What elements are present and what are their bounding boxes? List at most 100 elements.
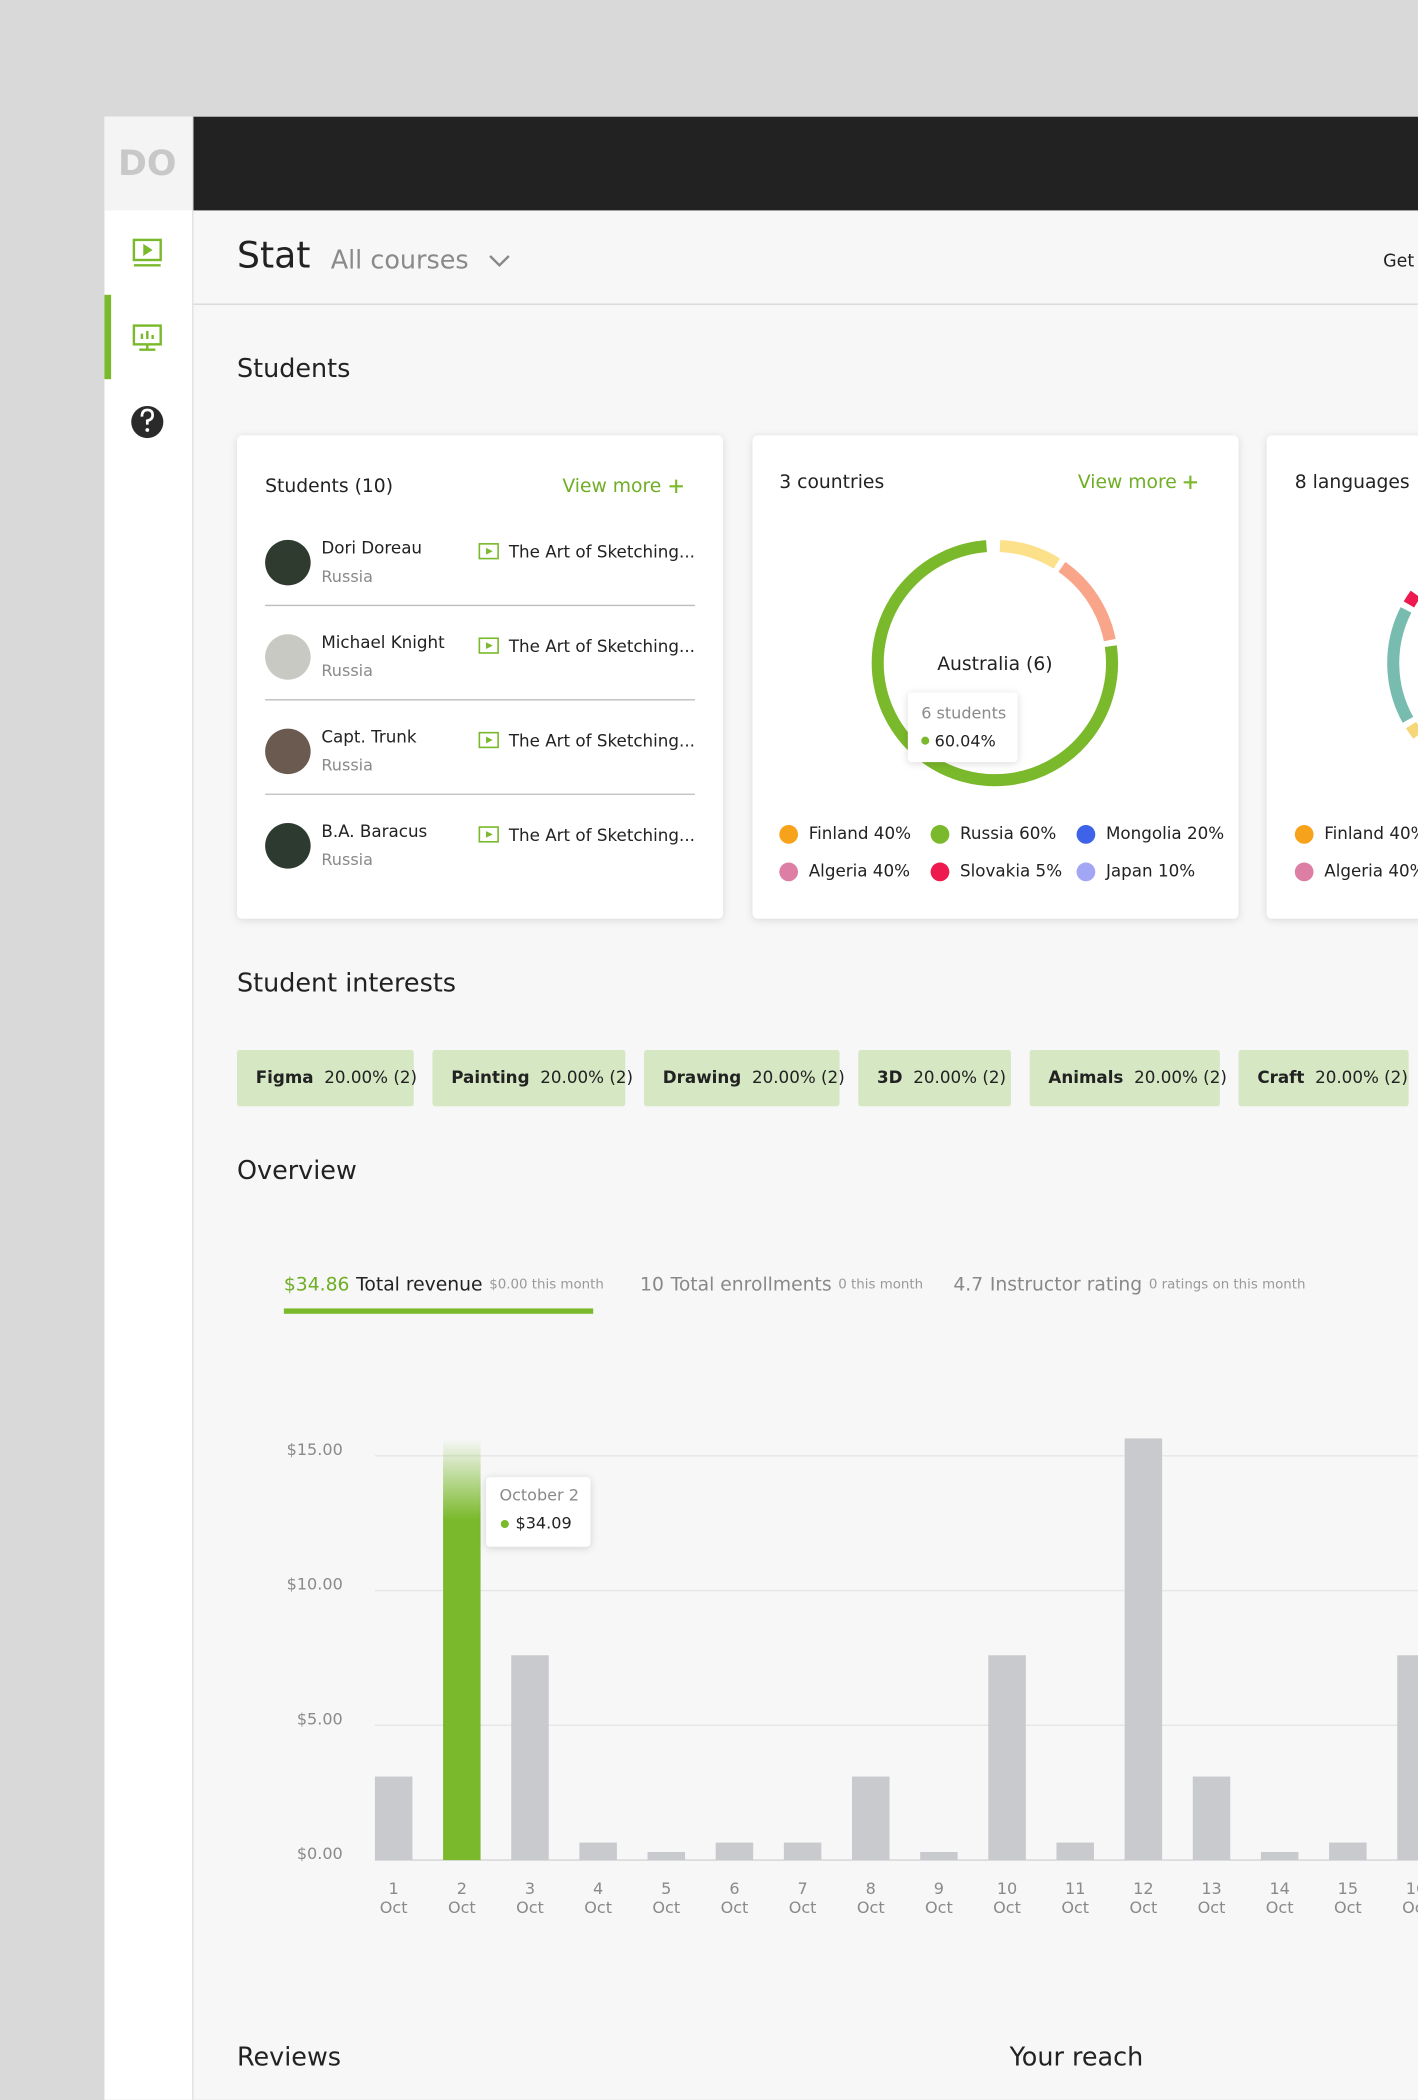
tab-note: 0 this month <box>838 1277 923 1292</box>
bar <box>852 1776 890 1861</box>
legend-dot <box>1294 862 1314 882</box>
legend-dot <box>779 862 799 882</box>
bar <box>374 1776 413 1861</box>
legend-label: Finland 40% <box>1324 823 1418 843</box>
card-title: 3 countries <box>779 472 884 493</box>
x-tick-day: 11 <box>1065 1879 1085 1898</box>
chip-name: Drawing <box>663 1067 741 1087</box>
nav-help[interactable] <box>131 405 164 439</box>
tooltip-label: 6 students <box>921 703 1006 722</box>
x-tick-month: Oct <box>584 1898 612 1917</box>
nav-courses[interactable] <box>132 238 162 267</box>
chart-tooltip <box>486 1477 591 1547</box>
x-tick-month: Oct <box>857 1898 885 1917</box>
legend-label: Slovakia 5% <box>960 860 1062 880</box>
page-title: Stat <box>237 233 310 276</box>
chip-stat: 20.00% (2) <box>913 1067 1006 1087</box>
bar <box>715 1842 754 1861</box>
overview-tab[interactable]: 10 Total enrollments 0 this month <box>640 1274 923 1295</box>
bar <box>783 1842 822 1861</box>
student-country: Russia <box>321 661 373 680</box>
legend-dot <box>930 825 950 844</box>
x-tick-day: 4 <box>593 1879 603 1898</box>
x-tick-day: 1 <box>389 1879 399 1898</box>
x-tick-month: Oct <box>1334 1898 1362 1917</box>
chip-name: Figma <box>256 1067 314 1087</box>
interest-chip[interactable] <box>644 1050 840 1107</box>
tooltip-dot <box>500 1519 509 1529</box>
chip-text: Painting 20.00% (2) <box>451 1067 633 1087</box>
header-action[interactable]: Get <box>1383 251 1414 271</box>
logo: DO <box>118 144 176 184</box>
x-tick-month: Oct <box>721 1898 749 1917</box>
donut-fragment <box>1405 721 1418 739</box>
tab-value: 10 <box>640 1274 664 1295</box>
tooltip-title: October 2 <box>499 1485 579 1504</box>
chip-name: Craft <box>1257 1067 1304 1087</box>
view-more[interactable]: View more <box>562 476 661 497</box>
x-tick-day: 2 <box>457 1879 467 1898</box>
donut-segment <box>1058 561 1116 642</box>
plus-icon[interactable] <box>1183 475 1198 489</box>
overview-tab[interactable]: $34.86 Total revenue $0.00 this month <box>284 1274 604 1295</box>
course-icon <box>478 826 499 843</box>
countries-card <box>752 435 1239 919</box>
interest-chip[interactable] <box>432 1050 626 1107</box>
bar <box>1056 1842 1094 1861</box>
course-title: The Art of Sketching... <box>508 731 695 751</box>
plus-icon[interactable] <box>669 479 683 493</box>
tab-label: Total enrollments <box>670 1274 832 1295</box>
student-country: Russia <box>321 567 373 586</box>
bar <box>1329 1842 1367 1861</box>
student-country: Russia <box>321 756 373 775</box>
x-tick-day: 12 <box>1133 1879 1153 1898</box>
x-tick-day: 3 <box>525 1879 535 1898</box>
course-icon <box>478 543 499 560</box>
interest-chip[interactable] <box>237 1050 414 1107</box>
tooltip-value: $34.09 <box>516 1514 572 1533</box>
chip-name: Painting <box>451 1067 529 1087</box>
interest-chip[interactable] <box>1238 1050 1409 1107</box>
section-title: Your reach <box>1009 2041 1144 2071</box>
legend-label: Algeria 40% <box>809 860 910 880</box>
section-title: Reviews <box>237 2041 341 2071</box>
donut-segment <box>999 539 1060 569</box>
y-tick-label: $5.00 <box>297 1709 343 1728</box>
donut-fragment <box>1387 607 1414 723</box>
cards: Students (10) View more 3 countries View… <box>237 435 1418 919</box>
interest-chip[interactable] <box>1029 1050 1220 1107</box>
chip-text: Animals 20.00% (2) <box>1048 1067 1226 1087</box>
interest-chip[interactable] <box>858 1050 1011 1107</box>
avatar <box>265 728 311 775</box>
view-more[interactable]: View more <box>1078 472 1177 493</box>
course-icon <box>478 731 499 749</box>
bar <box>443 1438 481 1861</box>
card-title: Students (10) <box>265 476 393 497</box>
student-name: B.A. Baracus <box>321 821 427 841</box>
filter-chevron[interactable] <box>489 255 510 268</box>
course-icon-play <box>486 736 493 744</box>
x-tick-month: Oct <box>1129 1898 1157 1917</box>
legend-dot <box>779 825 799 844</box>
section-title: Students <box>237 353 350 383</box>
tab-label: Total revenue <box>355 1274 482 1295</box>
bar <box>1397 1655 1418 1861</box>
overview-tab[interactable]: 4.7 Instructor rating 0 ratings on this mo… <box>953 1274 1305 1295</box>
chip-text: Figma 20.00% (2) <box>256 1067 417 1087</box>
logo-box <box>104 116 193 211</box>
tab-note: 0 ratings on this month <box>1149 1277 1306 1292</box>
tooltip-dot <box>921 736 930 745</box>
course-icon-play <box>486 642 493 649</box>
course-title: The Art of Sketching... <box>508 825 695 845</box>
tab-value: 4.7 <box>953 1274 983 1295</box>
tab-note: $0.00 this month <box>489 1277 604 1292</box>
course-filter[interactable]: All courses <box>331 244 469 274</box>
nav-stats[interactable] <box>132 324 162 351</box>
course-icon-play <box>486 547 493 555</box>
chip-text: 3D 20.00% (2) <box>877 1067 1006 1087</box>
bar <box>920 1852 958 1861</box>
course-icon-play <box>486 831 493 838</box>
section-title: Overview <box>237 1155 357 1185</box>
legend-label: Algeria 40% <box>1324 860 1418 880</box>
